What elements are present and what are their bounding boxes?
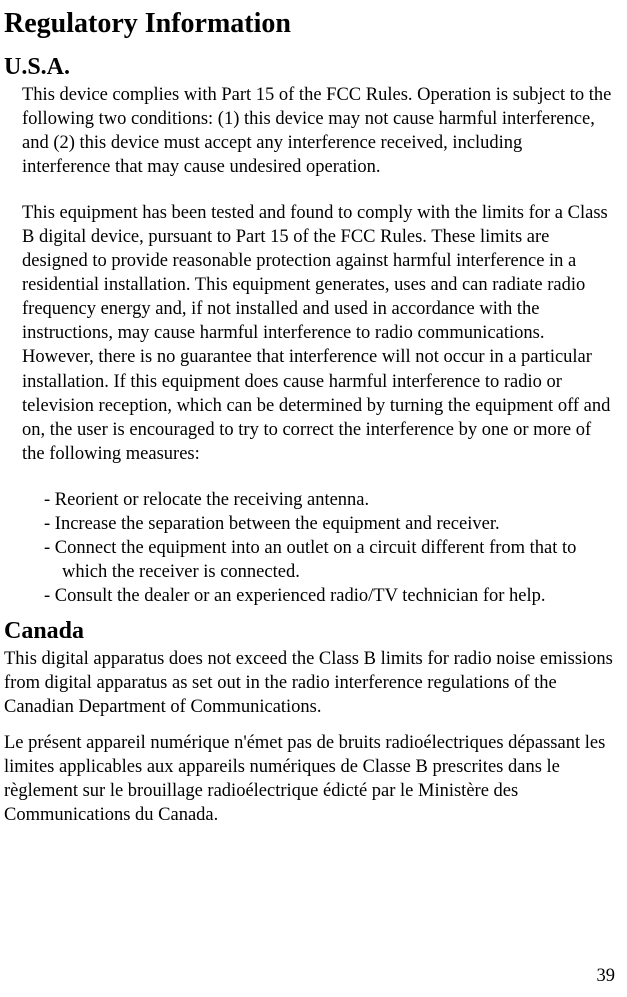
list-item: - Increase the separation between the eq… <box>44 512 615 536</box>
usa-paragraph-1: This device complies with Part 15 of the… <box>22 83 615 179</box>
usa-measures-list: - Reorient or relocate the receiving ant… <box>44 488 615 608</box>
list-item: - Connect the equipment into an outlet o… <box>44 536 615 584</box>
canada-paragraph-2: Le présent appareil numérique n'émet pas… <box>4 731 615 827</box>
list-item: - Reorient or relocate the receiving ant… <box>44 488 615 512</box>
page-number: 39 <box>597 966 616 987</box>
section-heading-usa: U.S.A. <box>4 54 623 81</box>
usa-paragraph-2: This equipment has been tested and found… <box>22 201 615 466</box>
page-title: Regulatory Information <box>4 8 623 40</box>
spacer <box>4 466 623 488</box>
section-heading-canada: Canada <box>4 618 623 645</box>
spacer <box>4 719 623 731</box>
canada-paragraph-1: This digital apparatus does not exceed t… <box>4 647 615 719</box>
spacer <box>4 179 623 201</box>
list-item: - Consult the dealer or an experienced r… <box>44 584 615 608</box>
